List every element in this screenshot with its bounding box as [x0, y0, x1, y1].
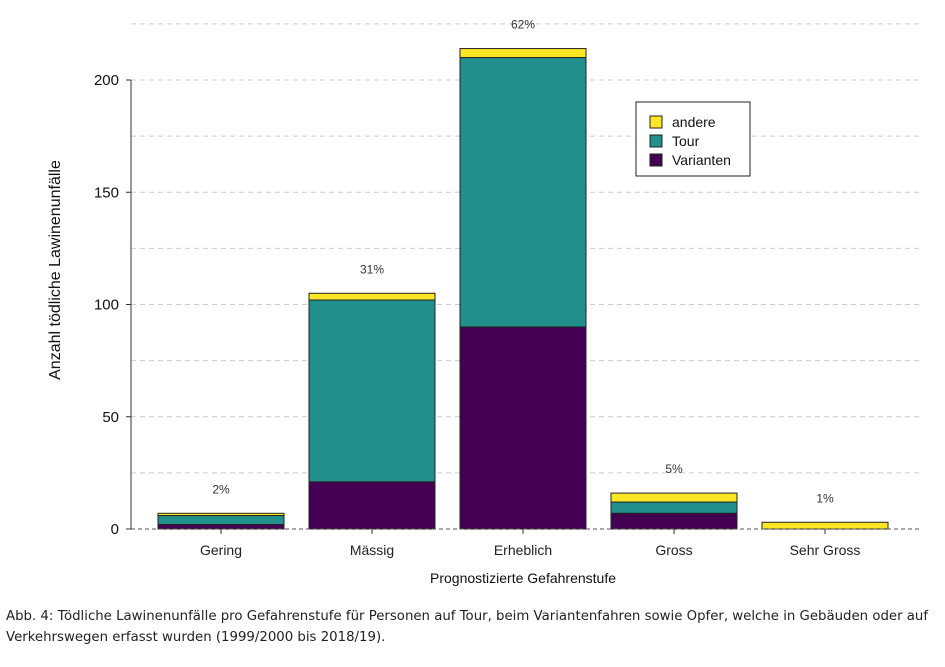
bar-segment-andere	[459, 48, 587, 59]
y-tick-label: 0	[111, 521, 119, 538]
y-tick-label: 50	[102, 409, 119, 426]
bar-percent-label: 62%	[511, 18, 535, 32]
legend-label: andere	[672, 114, 716, 130]
stacked-bar-chart: 2% 31% 62% 5% 1% Gering Mässig Erheblich Gross S…	[47, 18, 920, 586]
bar-segment-varianten	[610, 512, 738, 530]
bar-segment-andere	[761, 521, 889, 530]
bar-segment-tour	[459, 57, 587, 328]
x-tick-label: Erheblich	[494, 542, 552, 558]
bar-segment-tour	[308, 299, 436, 483]
figure-caption: Abb. 4: Tödliche Lawinenunfälle pro Gefa…	[6, 609, 929, 645]
legend-label: Varianten	[672, 152, 731, 168]
bar-percent-label: 5%	[665, 462, 683, 476]
legend-swatch	[649, 153, 663, 167]
x-tick-label: Mässig	[350, 542, 394, 558]
legend-swatch	[649, 134, 663, 148]
bar-segment-varianten	[459, 326, 587, 530]
x-tick-label: Gering	[200, 542, 242, 558]
bar-segment-andere	[157, 512, 285, 517]
bar-percent-label: 31%	[360, 262, 384, 276]
legend-swatch	[649, 115, 663, 129]
y-axis-label: Anzahl tödliche Lawinenunfälle	[47, 160, 64, 380]
legend: andere Tour Varianten	[635, 101, 751, 177]
x-tick-label: Gross	[655, 542, 692, 558]
y-tick-label: 150	[94, 184, 119, 201]
bar-segment-tour	[157, 515, 285, 526]
y-tick-label: 200	[94, 72, 119, 89]
bar-segment-andere	[610, 492, 738, 503]
bar-segment-tour	[610, 501, 738, 514]
bar-percent-label: 2%	[212, 482, 230, 496]
y-tick-label: 100	[94, 297, 119, 314]
bar-segment-varianten	[157, 524, 285, 530]
x-tick-label: Sehr Gross	[790, 542, 861, 558]
legend-label: Tour	[672, 133, 700, 149]
bar-segment-andere	[308, 292, 436, 301]
bar-percent-label: 1%	[816, 491, 834, 505]
bar-segment-varianten	[308, 481, 436, 530]
x-axis-label: Prognostizierte Gefahrenstufe	[430, 570, 616, 586]
